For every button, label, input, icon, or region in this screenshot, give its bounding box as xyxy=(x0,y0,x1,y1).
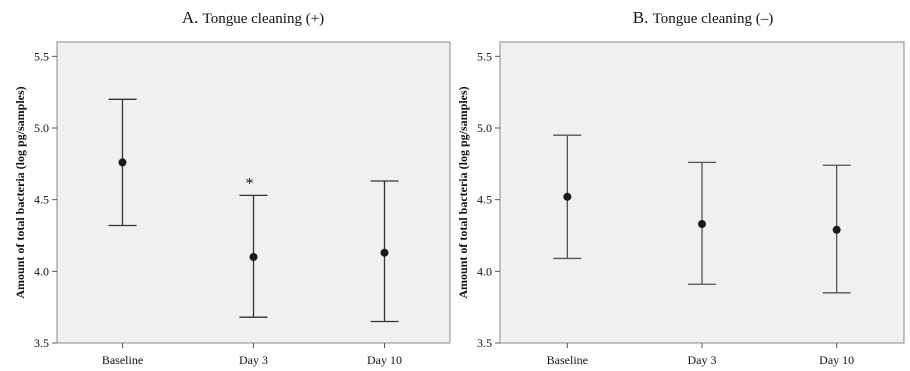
panel-a-significance-marker: * xyxy=(246,175,254,192)
panel-a-y-tick-label: 3.5 xyxy=(34,336,49,350)
panel-b-mean-point xyxy=(832,225,841,234)
panel-b-title: B. Tongue cleaning (–) xyxy=(633,8,773,27)
panel-a-title-letter: A. xyxy=(182,8,203,27)
panel-a-x-tick-label: Day 10 xyxy=(367,353,402,367)
panel-a-y-tick-label: 4.5 xyxy=(34,193,49,207)
panel-a: A. Tongue cleaning (+) Amount of total ba… xyxy=(13,8,451,367)
panel-b-x-tick-label: Day 3 xyxy=(688,353,717,367)
panel-b-title-letter: B. xyxy=(633,8,653,27)
panel-b-y-tick-label: 4.5 xyxy=(477,193,492,207)
panel-a-x-tick-label: Day 3 xyxy=(239,353,268,367)
panel-a-x-tick-label: Baseline xyxy=(102,353,143,367)
panel-a-title: A. Tongue cleaning (+) xyxy=(182,8,324,27)
panel-b-x-tick-label: Day 10 xyxy=(819,353,854,367)
panel-a-y-axis-label: Amount of total bacteria (log pg/samples… xyxy=(13,86,27,298)
panel-b-y-tick-label: 4.0 xyxy=(477,264,492,278)
panel-b-y-axis-label: Amount of total bacteria (log pg/samples… xyxy=(456,86,470,298)
panel-b-mean-point xyxy=(563,192,572,201)
panel-b-y-tick-label: 3.5 xyxy=(477,336,492,350)
panel-b-y-tick-label: 5.0 xyxy=(477,121,492,135)
panel-a-mean-point xyxy=(118,158,127,167)
panel-b-y-tick-label: 5.5 xyxy=(477,49,492,63)
panel-a-mean-point xyxy=(380,248,389,257)
panel-b-x-tick-label: Baseline xyxy=(547,353,588,367)
panel-a-y-tick-label: 5.5 xyxy=(34,49,49,63)
panel-b: B. Tongue cleaning (–) Amount of total ba… xyxy=(456,8,905,367)
panel-b-mean-point xyxy=(698,220,706,229)
panel-a-y-tick-label: 4.0 xyxy=(34,264,49,278)
panel-a-title-text: Tongue cleaning (+) xyxy=(203,11,325,27)
panel-a-y-tick-label: 5.0 xyxy=(34,121,49,135)
panel-b-title-text: Tongue cleaning (–) xyxy=(653,11,774,27)
panel-a-mean-point xyxy=(249,253,258,261)
